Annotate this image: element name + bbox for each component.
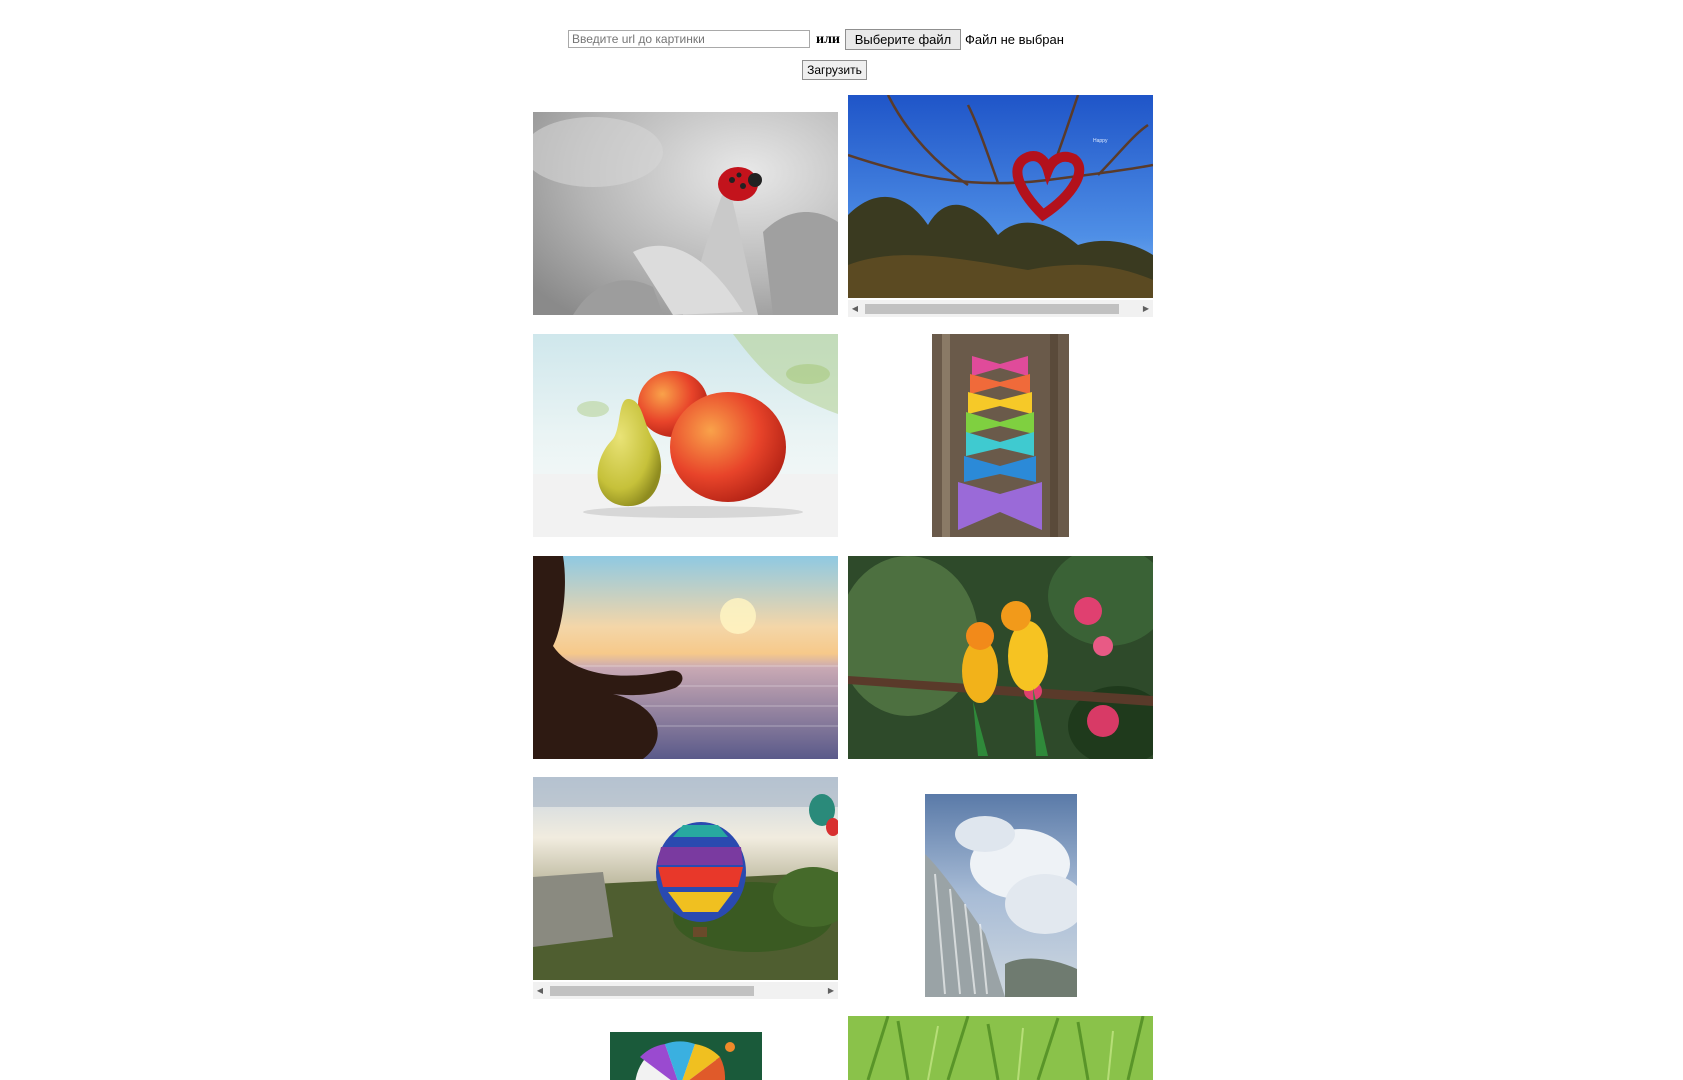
meditation-sunset-photo	[533, 556, 838, 759]
rainbow-bows-photo	[932, 334, 1069, 537]
gallery-image-waterfall[interactable]	[925, 794, 1077, 997]
scroll-left-icon[interactable]: ◀	[851, 304, 859, 313]
scroll-left-icon[interactable]: ◀	[536, 986, 544, 995]
or-label: или	[816, 32, 840, 47]
lime-splash-photo	[610, 1032, 762, 1080]
green-grass-photo	[848, 1016, 1153, 1080]
heart-wreath-photo: Happy	[848, 95, 1153, 298]
ladybug-photo	[533, 112, 838, 315]
gallery-image-grass[interactable]	[848, 1016, 1153, 1080]
scroll-right-icon[interactable]: ▶	[1142, 304, 1150, 313]
no-file-status: Файл не выбран	[965, 32, 1064, 47]
image-url-input[interactable]	[568, 30, 810, 48]
gallery-image-parrots[interactable]	[848, 556, 1153, 759]
gallery-image-meditation[interactable]	[533, 556, 838, 759]
horizontal-scrollbar[interactable]: ◀ ▶	[848, 300, 1153, 317]
parrots-photo	[848, 556, 1153, 759]
waterfall-photo	[925, 794, 1077, 997]
svg-text:Happy: Happy	[1093, 138, 1108, 144]
gallery-image-bows[interactable]	[932, 334, 1069, 537]
horizontal-scrollbar[interactable]: ◀ ▶	[533, 982, 838, 999]
upload-form: или Выберите файл Файл не выбран	[0, 29, 1683, 52]
gallery-image-apple-pear[interactable]	[533, 334, 838, 537]
gallery-image-heart[interactable]: Happy	[848, 95, 1153, 298]
gallery-image-lime-splash[interactable]	[610, 1032, 762, 1080]
gallery-image-balloons[interactable]	[533, 777, 838, 980]
hot-air-balloons-photo	[533, 777, 838, 980]
upload-button[interactable]: Загрузить	[802, 60, 867, 80]
gallery-cell-heart: Happy ◀ ▶	[848, 95, 1153, 320]
gallery-image-ladybug[interactable]	[533, 112, 838, 315]
scrollbar-thumb[interactable]	[865, 304, 1119, 314]
scroll-right-icon[interactable]: ▶	[827, 986, 835, 995]
apple-pear-photo	[533, 334, 838, 537]
choose-file-button[interactable]: Выберите файл	[845, 29, 961, 50]
gallery-cell-balloons: ◀ ▶	[533, 777, 838, 1002]
scrollbar-thumb[interactable]	[550, 986, 754, 996]
